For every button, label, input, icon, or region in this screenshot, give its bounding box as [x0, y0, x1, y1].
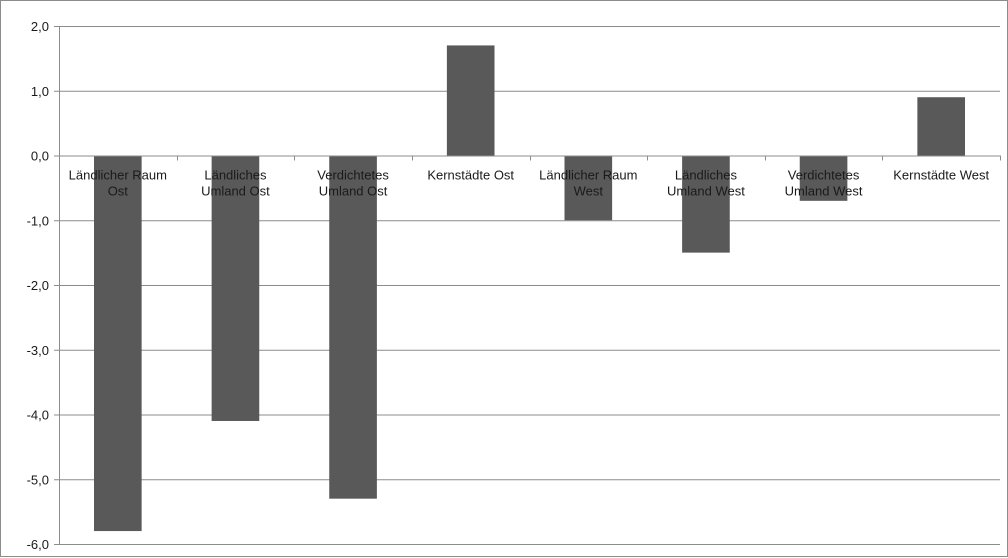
- category-label: Kernstädte West: [893, 168, 989, 183]
- category-label: Ländliches Umland Ost: [201, 168, 270, 199]
- y-tick-labels: 2,0 1,0 0,0 -1,0 -2,0 -3,0 -4,0 -5,0 -6,0: [27, 19, 49, 552]
- y-tick-label: 1,0: [31, 84, 49, 99]
- bar: [211, 155, 260, 421]
- category-label: Ländliches Umland West: [667, 168, 745, 199]
- gridlines: [59, 26, 1000, 545]
- y-tick-label: -3,0: [27, 343, 49, 358]
- y-tick-label: -1,0: [27, 213, 49, 228]
- bar: [917, 97, 966, 156]
- bar: [329, 155, 377, 499]
- bar: [446, 45, 495, 156]
- category-label: Kernstädte Ost: [427, 168, 514, 183]
- bar: [799, 155, 848, 201]
- bar: [682, 155, 730, 253]
- bar: [564, 155, 613, 221]
- y-tick-label: -6,0: [27, 537, 49, 552]
- bar: [93, 155, 142, 532]
- y-tick-label: -2,0: [27, 278, 49, 293]
- category-label: Ländlicher Raum West: [539, 168, 637, 199]
- category-label: Verdichtetes Umland West: [785, 168, 863, 199]
- y-tick-label: 0,0: [31, 149, 49, 164]
- axes: [54, 26, 1001, 545]
- y-tick-label: -5,0: [27, 472, 49, 487]
- category-labels: Ländlicher Raum Ost Ländliches Umland Ost Ve…: [69, 168, 990, 199]
- y-tick-label: 2,0: [31, 19, 49, 34]
- category-label: Verdichtetes Umland Ost: [317, 168, 389, 199]
- bars: [93, 45, 966, 532]
- category-label: Ländlicher Raum Ost: [69, 168, 167, 199]
- y-tick-label: -4,0: [27, 408, 49, 423]
